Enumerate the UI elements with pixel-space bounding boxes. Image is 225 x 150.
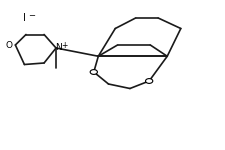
Circle shape [90,70,97,74]
Text: I: I [22,13,25,23]
Circle shape [145,79,152,83]
Text: N: N [55,43,62,52]
Text: −: − [28,11,34,20]
Text: +: + [61,41,68,50]
Text: O: O [6,40,12,50]
